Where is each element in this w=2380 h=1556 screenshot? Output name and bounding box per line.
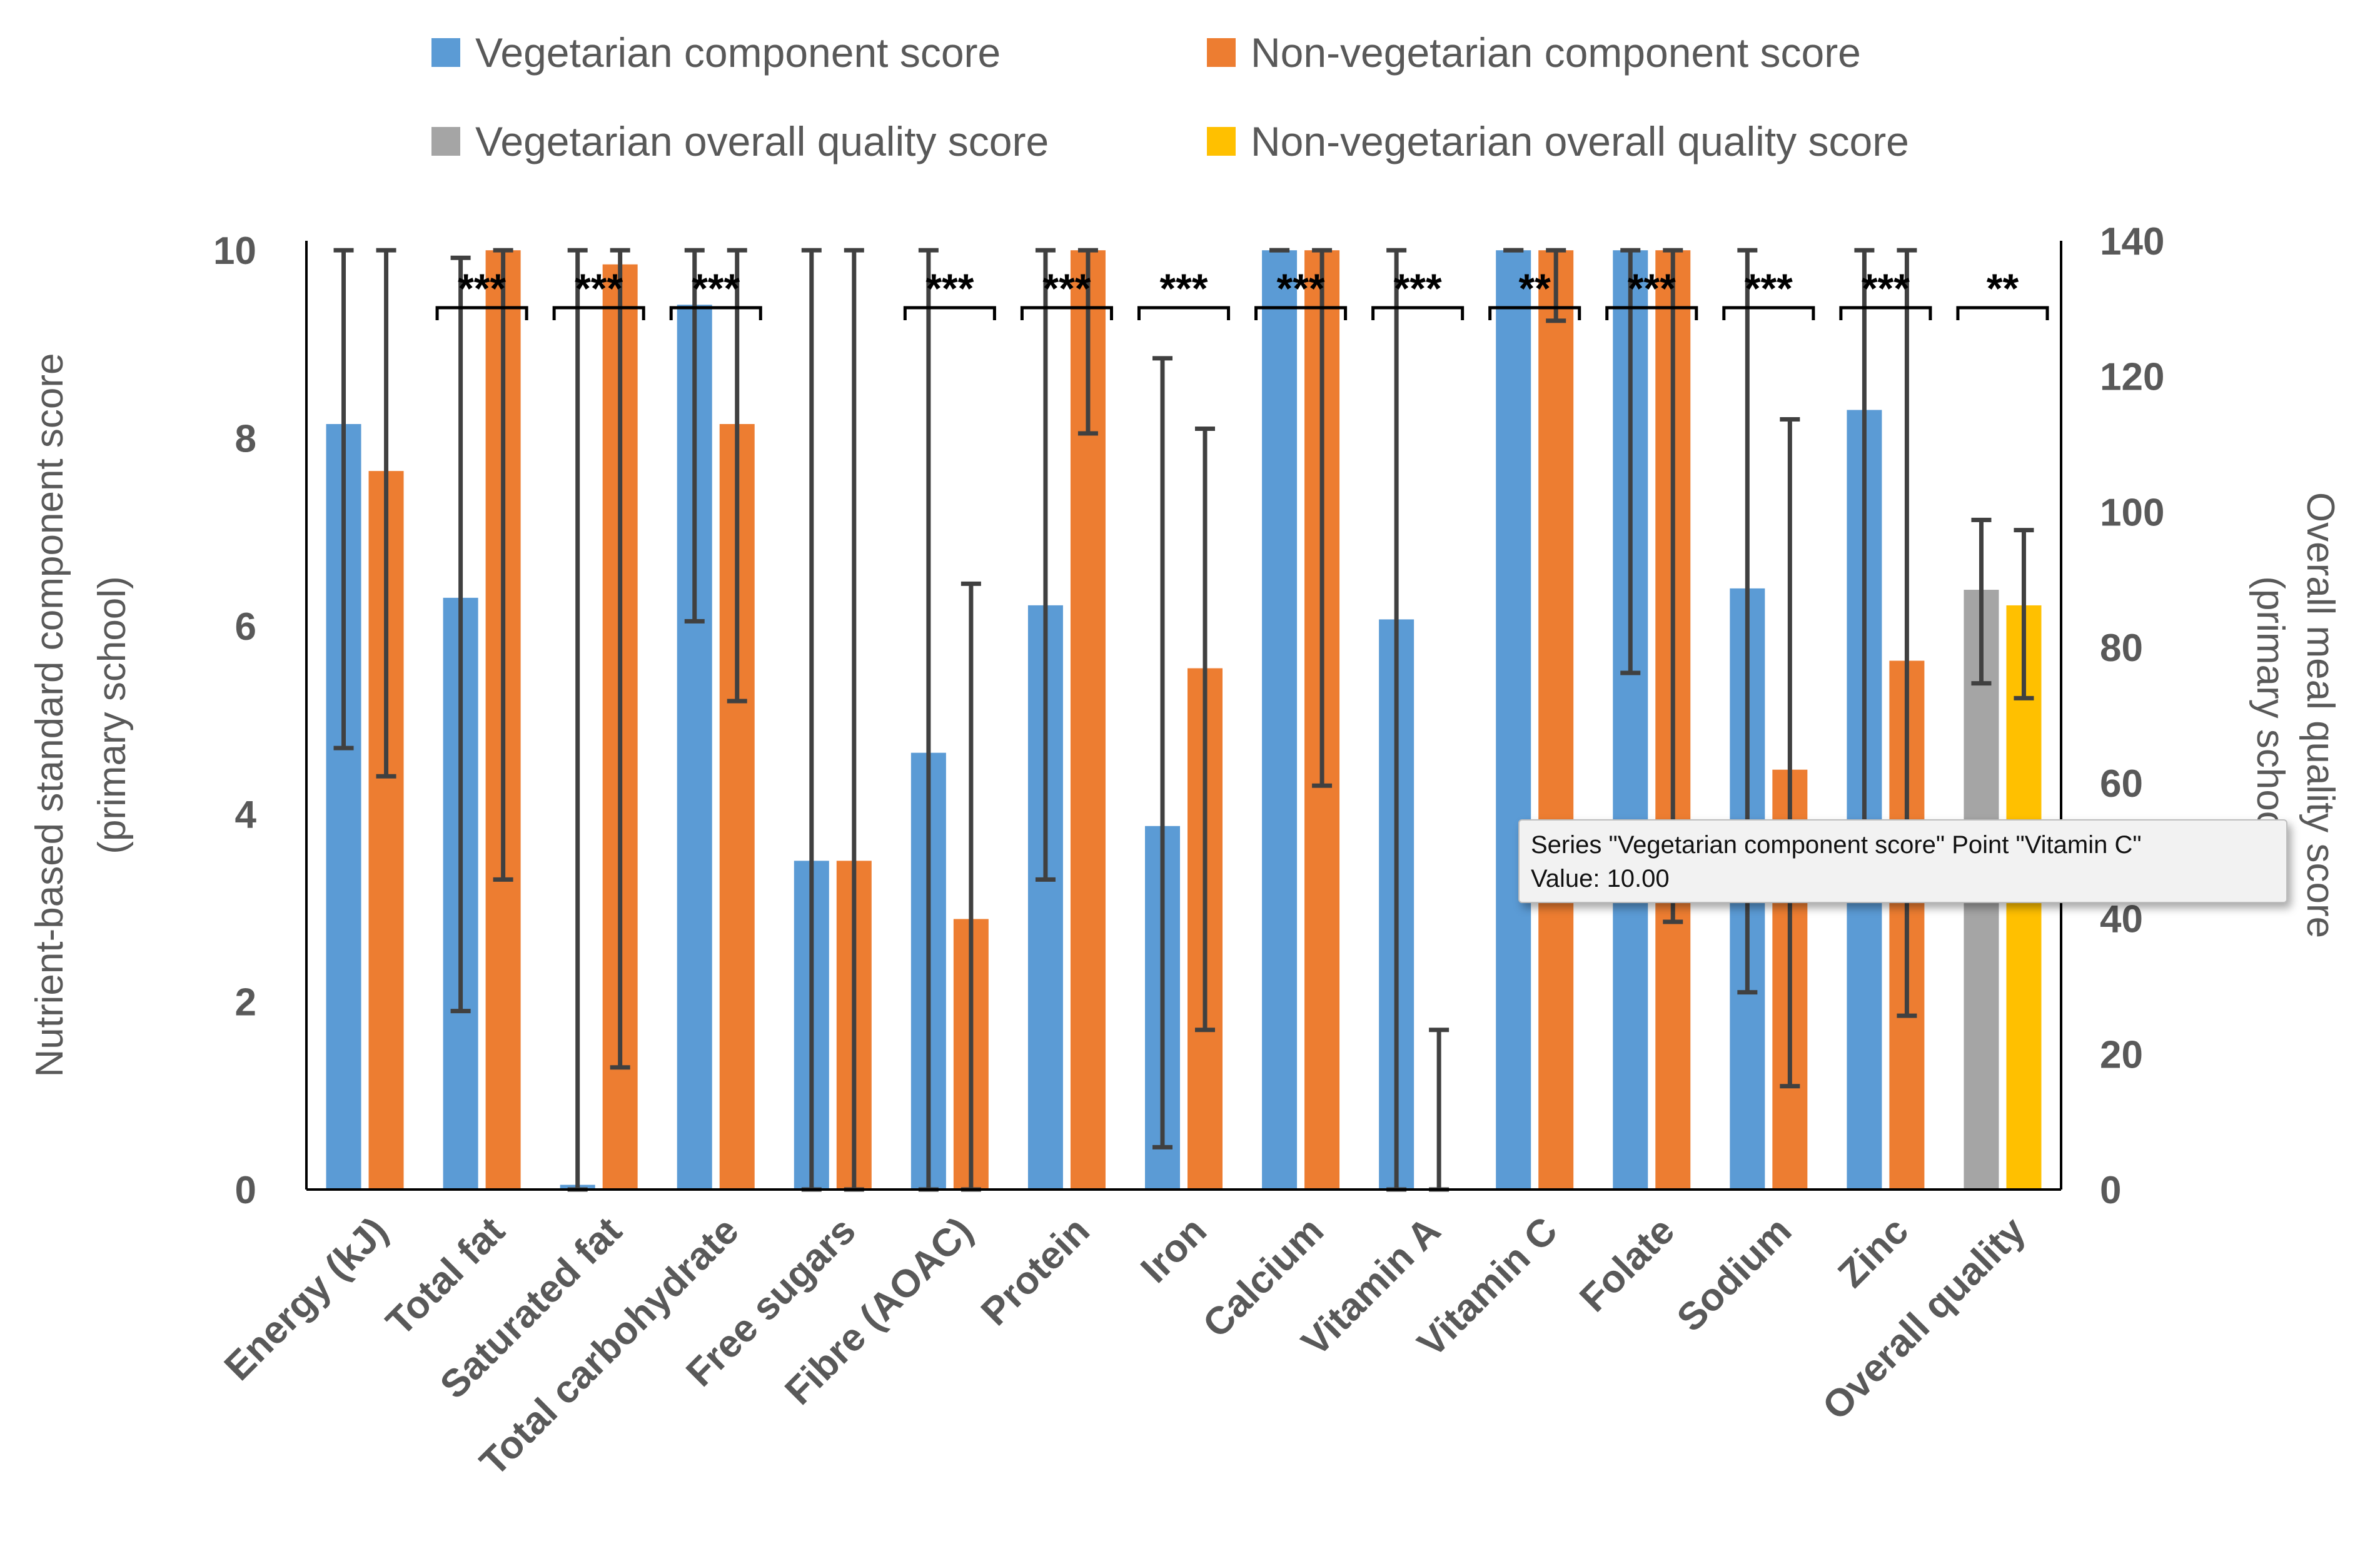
y-tick-right-6: 120 bbox=[2100, 356, 2164, 399]
significance-label-3: *** bbox=[692, 265, 740, 311]
x-tick-label-14: Overall quality bbox=[1814, 1209, 2034, 1428]
value-tooltip: Series "Vegetarian component score" Poin… bbox=[1518, 819, 2287, 903]
legend-swatch-veg-component bbox=[431, 38, 460, 67]
legend-item-nonveg-overall[interactable]: Non-vegetarian overall quality score bbox=[1207, 118, 1909, 165]
y-tick-left-3: 6 bbox=[235, 605, 256, 649]
legend-swatch-nonveg-overall bbox=[1207, 127, 1236, 156]
significance-bracket-6 bbox=[1020, 306, 1113, 320]
bar-1-8[interactable] bbox=[1262, 250, 1298, 1190]
y-tick-left-2: 4 bbox=[235, 793, 257, 836]
significance-label-13: *** bbox=[1862, 265, 1910, 311]
significance-label-9: *** bbox=[1394, 265, 1442, 311]
significance-label-8: *** bbox=[1277, 265, 1325, 311]
y-tick-left-4: 8 bbox=[235, 418, 256, 461]
significance-label-6: *** bbox=[1042, 265, 1091, 311]
x-tick-label-0: Energy (kJ) bbox=[216, 1209, 396, 1389]
legend-label-nonveg-component: Non-vegetarian component score bbox=[1251, 29, 1861, 76]
legend-item-veg-component[interactable]: Vegetarian component score bbox=[431, 29, 1001, 76]
legend-label-veg-overall: Vegetarian overall quality score bbox=[475, 118, 1049, 164]
y-axis-right-label-line1: Overall meal quality score bbox=[2299, 492, 2342, 938]
y-tick-left-1: 2 bbox=[235, 981, 256, 1024]
bar-2-10[interactable] bbox=[1538, 250, 1574, 1190]
x-tick-label-6: Protein bbox=[973, 1209, 1098, 1334]
legend-swatch-veg-overall bbox=[431, 127, 460, 156]
legend-label-nonveg-overall: Non-vegetarian overall quality score bbox=[1251, 118, 1909, 164]
y-tick-left-0: 0 bbox=[235, 1169, 256, 1212]
significance-bracket-5 bbox=[903, 306, 996, 320]
legend-swatch-nonveg-component bbox=[1207, 38, 1236, 67]
x-tick-label-12: Sodium bbox=[1669, 1209, 1800, 1340]
significance-label-2: *** bbox=[575, 265, 623, 311]
y-tick-right-2: 40 bbox=[2100, 898, 2143, 941]
significance-bracket-8 bbox=[1254, 306, 1348, 320]
y-axis-left-label-line1: Nutrient-based standard component score bbox=[28, 353, 71, 1078]
significance-label-1: *** bbox=[458, 265, 506, 311]
x-tick-label-7: Iron bbox=[1132, 1209, 1215, 1291]
significance-label-7: *** bbox=[1159, 265, 1208, 311]
significance-bracket-3 bbox=[669, 306, 762, 320]
legend-item-nonveg-component[interactable]: Non-vegetarian component score bbox=[1207, 29, 1861, 76]
significance-bracket-7 bbox=[1137, 306, 1231, 320]
significance-bracket-11 bbox=[1605, 306, 1698, 320]
y-tick-right-0: 0 bbox=[2100, 1169, 2121, 1212]
y-tick-left-5: 10 bbox=[213, 230, 256, 273]
x-tick-label-11: Folate bbox=[1571, 1209, 1683, 1320]
y-axis-right-label-line2: (primary school) bbox=[2249, 576, 2292, 854]
y-tick-right-5: 100 bbox=[2100, 491, 2164, 534]
significance-label-12: *** bbox=[1745, 265, 1793, 311]
y-tick-right-4: 80 bbox=[2100, 627, 2143, 670]
tooltip-value-line: Value: 10.00 bbox=[1531, 865, 1670, 892]
x-tick-label-13: Zinc bbox=[1830, 1209, 1917, 1296]
significance-bracket-12 bbox=[1722, 306, 1815, 320]
significance-label-5: *** bbox=[925, 265, 974, 311]
significance-label-10: ** bbox=[1519, 265, 1551, 311]
significance-label-14: ** bbox=[1987, 265, 2019, 311]
significance-bracket-10 bbox=[1488, 306, 1581, 320]
significance-bracket-13 bbox=[1839, 306, 1932, 320]
bar-1-10[interactable] bbox=[1496, 250, 1531, 1190]
y-tick-right-7: 140 bbox=[2100, 220, 2164, 263]
y-tick-right-3: 60 bbox=[2100, 762, 2143, 806]
significance-bracket-2 bbox=[552, 306, 645, 320]
significance-bracket-9 bbox=[1371, 306, 1465, 320]
y-axis-left-label-line2: (primary school) bbox=[91, 576, 134, 854]
y-tick-right-1: 20 bbox=[2100, 1033, 2143, 1076]
tooltip-series-line: Series "Vegetarian component score" Poin… bbox=[1531, 831, 2142, 859]
significance-bracket-14 bbox=[1956, 306, 2049, 320]
legend-item-veg-overall[interactable]: Vegetarian overall quality score bbox=[431, 118, 1049, 165]
legend: Vegetarian component score Non-vegetaria… bbox=[431, 25, 2057, 188]
significance-bracket-1 bbox=[435, 306, 528, 320]
legend-label-veg-component: Vegetarian component score bbox=[475, 29, 1001, 76]
significance-label-11: *** bbox=[1628, 265, 1676, 311]
